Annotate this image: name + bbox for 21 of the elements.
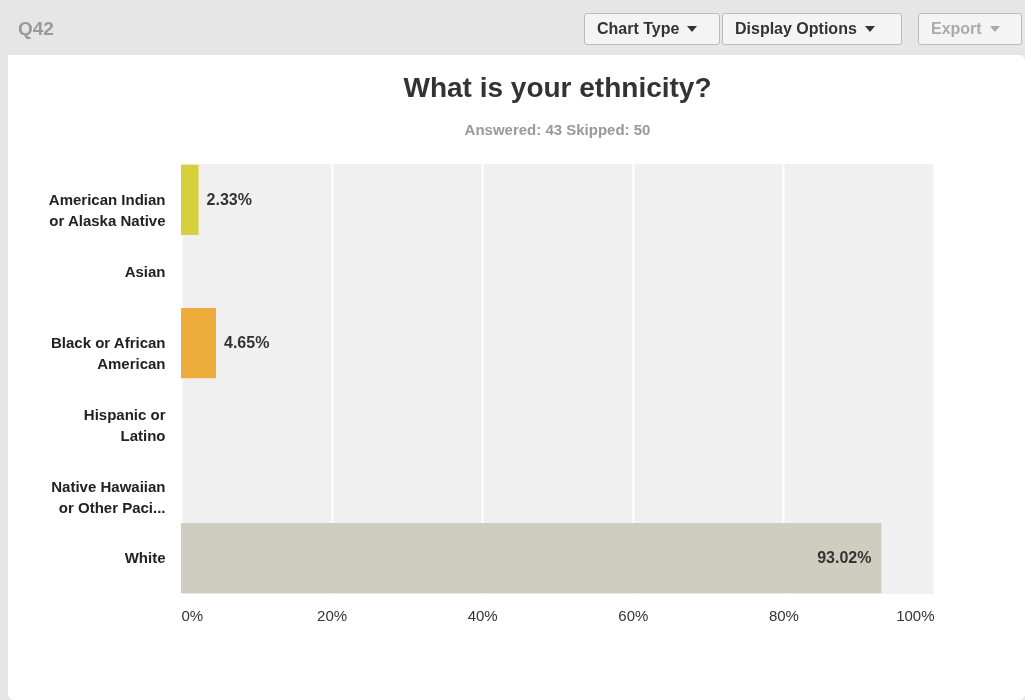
text: Display Options [735,20,857,38]
y-tick-label: Black or African American [51,334,166,373]
x-tick-label: 20% [317,606,348,624]
y-tick-label: Native Hawaiian or Other Paci... [51,477,166,516]
x-tick-label: 100% [896,606,935,624]
x-tick-label: 80% [768,606,799,624]
y-tick-label: American Indian or Alaska Native [48,190,166,229]
y-tick-label: Hispanic or Latino [83,405,166,444]
data-label: 4.65% [224,334,270,352]
y-tick-label: Asian [124,262,166,280]
chart-title: What is your ethnicity? [403,72,712,103]
data-label: 2.33% [206,190,252,208]
x-tick-label: 0% [181,606,204,624]
text: Chart Type [597,20,680,38]
text: Export [931,20,982,38]
text: Q42 [18,18,54,40]
x-tick-label: 40% [467,606,498,624]
data-label: 93.02% [817,549,872,567]
x-tick-label: 60% [618,606,649,624]
y-tick-label: White [124,549,166,567]
chart-subtitle: Answered: 43 Skipped: 50 [464,121,651,138]
